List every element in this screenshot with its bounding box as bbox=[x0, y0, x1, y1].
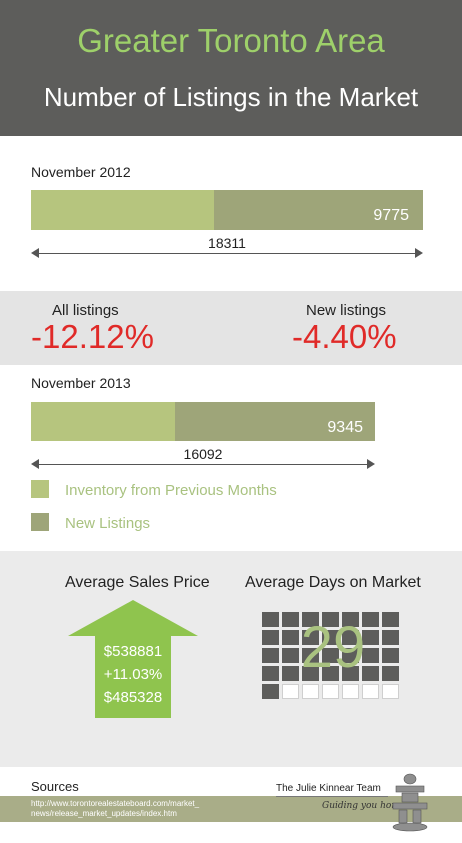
inventory-segment-2013 bbox=[31, 402, 176, 441]
calendar-day-cell bbox=[322, 630, 339, 645]
arrow-right-icon bbox=[415, 248, 423, 258]
new-listings-value-2013: 9345 bbox=[327, 419, 363, 436]
legend-label-new: New Listings bbox=[65, 515, 151, 532]
calendar-day-cell bbox=[342, 630, 359, 645]
calendar-day-cell bbox=[382, 612, 399, 627]
listings-bar-2013: 9345 bbox=[31, 402, 376, 441]
calendar-day-cell bbox=[302, 612, 319, 627]
calendar-day-cell bbox=[342, 684, 359, 699]
listings-bar-2012: 9775 bbox=[31, 190, 423, 230]
brand-tagline: Guiding you home bbox=[322, 801, 406, 811]
source-url-line2[interactable]: news/release_market_updates/index.htm bbox=[31, 809, 177, 818]
calendar-day-cell bbox=[282, 648, 299, 663]
calendar-day-cell bbox=[262, 648, 279, 663]
calendar-day-cell bbox=[382, 648, 399, 663]
period-label-2012: November 2012 bbox=[31, 164, 131, 180]
calendar-day-cell bbox=[262, 630, 279, 645]
inukshuk-logo-icon bbox=[392, 773, 428, 832]
calendar-day-cell bbox=[262, 666, 279, 681]
calendar-day-cell bbox=[382, 684, 399, 699]
up-arrow-icon bbox=[68, 600, 198, 718]
new-listings-change: -4.40% bbox=[292, 318, 397, 355]
arrow-right-icon bbox=[367, 459, 375, 469]
new-listings-segment-2012 bbox=[213, 190, 423, 230]
calendar-day-cell bbox=[362, 630, 379, 645]
avg-price-heading: Average Sales Price bbox=[65, 574, 210, 591]
calendar-day-cell bbox=[362, 612, 379, 627]
new-listings-label: New listings bbox=[306, 302, 387, 319]
source-url-line1[interactable]: http://www.torontorealestateboard.com/ma… bbox=[31, 799, 200, 808]
calendar-day-cell bbox=[282, 630, 299, 645]
calendar-day-cell bbox=[282, 612, 299, 627]
calendar-day-cell bbox=[302, 684, 319, 699]
all-listings-label: All listings bbox=[52, 302, 119, 319]
page-subtitle: Number of Listings in the Market bbox=[43, 82, 419, 112]
calendar-day-cell bbox=[302, 648, 319, 663]
legend-label-inventory: Inventory from Previous Months bbox=[65, 482, 277, 499]
brand-name: The Julie Kinnear Team bbox=[276, 783, 381, 794]
new-listings-value-2012: 9775 bbox=[373, 207, 409, 224]
arrow-left-icon bbox=[31, 459, 39, 469]
calendar-day-cell bbox=[282, 684, 299, 699]
price-previous: $485328 bbox=[103, 689, 163, 706]
sources-bar: http://www.torontorealestateboard.com/ma… bbox=[0, 796, 462, 822]
price-current: $538881 bbox=[103, 643, 163, 660]
calendar-day-cell bbox=[342, 648, 359, 663]
calendar-day-cell bbox=[302, 630, 319, 645]
calendar-day-cell bbox=[342, 612, 359, 627]
page-title: Greater Toronto Area bbox=[77, 22, 385, 59]
total-value-2012: 18311 bbox=[208, 235, 246, 251]
legend-swatch-inventory bbox=[31, 480, 49, 498]
arrow-line bbox=[37, 253, 417, 254]
arrow-left-icon bbox=[31, 248, 39, 258]
calendar-day-cell bbox=[282, 666, 299, 681]
calendar-day-cell bbox=[322, 684, 339, 699]
price-change: +11.03% bbox=[103, 666, 163, 683]
calendar-day-cell bbox=[382, 666, 399, 681]
days-value: 29 bbox=[300, 615, 366, 680]
new-listings-segment-2013 bbox=[175, 402, 376, 441]
calendar-day-cell bbox=[362, 666, 379, 681]
header-banner: Greater Toronto Area Number of Listings … bbox=[0, 0, 462, 136]
calendar-day-cell bbox=[362, 648, 379, 663]
calendar-day-cell bbox=[362, 684, 379, 699]
brand-divider bbox=[276, 796, 388, 797]
calendar-day-cell bbox=[262, 612, 279, 627]
inventory-segment-2012 bbox=[31, 190, 214, 230]
all-listings-change: -12.12% bbox=[31, 318, 154, 355]
calendar-day-cell bbox=[322, 648, 339, 663]
calendar-day-cell bbox=[322, 612, 339, 627]
total-value-2013: 16092 bbox=[183, 446, 223, 462]
sources-title: Sources bbox=[31, 779, 79, 794]
avg-days-heading: Average Days on Market bbox=[245, 574, 421, 591]
calendar-day-cell bbox=[342, 666, 359, 681]
arrow-line bbox=[37, 464, 369, 465]
calendar-grid bbox=[262, 612, 404, 706]
change-band: All listings -12.12% New listings -4.40% bbox=[0, 291, 462, 365]
calendar-day-cell bbox=[382, 630, 399, 645]
calendar-day-cell bbox=[302, 666, 319, 681]
legend-swatch-new bbox=[31, 513, 49, 531]
calendar-day-cell bbox=[262, 684, 279, 699]
period-label-2013: November 2013 bbox=[31, 375, 131, 391]
calendar-day-cell bbox=[322, 666, 339, 681]
